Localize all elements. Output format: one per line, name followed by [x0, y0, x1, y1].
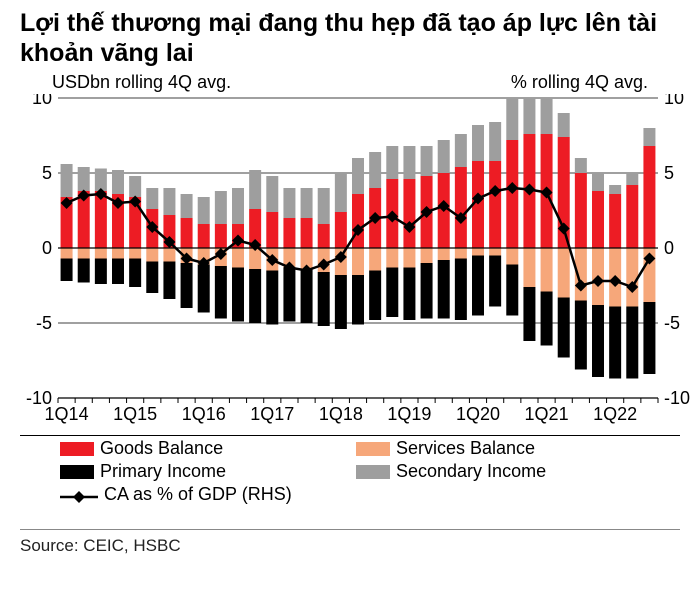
legend-services: Services Balance — [356, 438, 596, 459]
svg-text:1Q15: 1Q15 — [113, 404, 157, 424]
legend: Goods Balance Services Balance Primary I… — [20, 435, 680, 505]
svg-text:10: 10 — [32, 94, 52, 108]
svg-text:1Q14: 1Q14 — [45, 404, 89, 424]
chart-source: Source: CEIC, HSBC — [20, 529, 680, 556]
legend-label-services: Services Balance — [396, 438, 535, 459]
legend-label-line: CA as % of GDP (RHS) — [104, 484, 292, 505]
y-axis-right-label: % rolling 4Q avg. — [511, 72, 648, 93]
legend-label-goods: Goods Balance — [100, 438, 223, 459]
svg-text:1Q22: 1Q22 — [593, 404, 637, 424]
svg-text:10: 10 — [664, 94, 684, 108]
chart-title: Lợi thế thương mại đang thu hẹp đã tạo á… — [20, 8, 680, 68]
chart-svg: -10-10-5-5005510101Q141Q151Q161Q171Q181Q… — [20, 94, 696, 424]
svg-text:1Q20: 1Q20 — [456, 404, 500, 424]
legend-swatch-services — [356, 442, 390, 456]
svg-text:1Q19: 1Q19 — [387, 404, 431, 424]
svg-text:0: 0 — [664, 238, 674, 258]
y-axis-left-label: USDbn rolling 4Q avg. — [52, 72, 231, 93]
svg-text:-5: -5 — [36, 313, 52, 333]
chart-area: -10-10-5-5005510101Q141Q151Q161Q171Q181Q… — [20, 94, 680, 429]
legend-line: CA as % of GDP (RHS) — [60, 484, 680, 505]
legend-swatch-line — [60, 488, 98, 502]
svg-text:5: 5 — [42, 163, 52, 183]
axis-labels-row: USDbn rolling 4Q avg. % rolling 4Q avg. — [20, 72, 680, 94]
svg-text:1Q16: 1Q16 — [182, 404, 226, 424]
svg-text:-5: -5 — [664, 313, 680, 333]
svg-text:-10: -10 — [664, 388, 690, 408]
legend-primary: Primary Income — [60, 461, 300, 482]
svg-text:1Q17: 1Q17 — [250, 404, 294, 424]
svg-text:0: 0 — [42, 238, 52, 258]
svg-text:5: 5 — [664, 163, 674, 183]
legend-goods: Goods Balance — [60, 438, 300, 459]
legend-swatch-secondary — [356, 465, 390, 479]
legend-swatch-primary — [60, 465, 94, 479]
svg-text:1Q18: 1Q18 — [319, 404, 363, 424]
legend-secondary: Secondary Income — [356, 461, 596, 482]
legend-label-secondary: Secondary Income — [396, 461, 546, 482]
legend-swatch-goods — [60, 442, 94, 456]
svg-text:1Q21: 1Q21 — [525, 404, 569, 424]
legend-label-primary: Primary Income — [100, 461, 226, 482]
